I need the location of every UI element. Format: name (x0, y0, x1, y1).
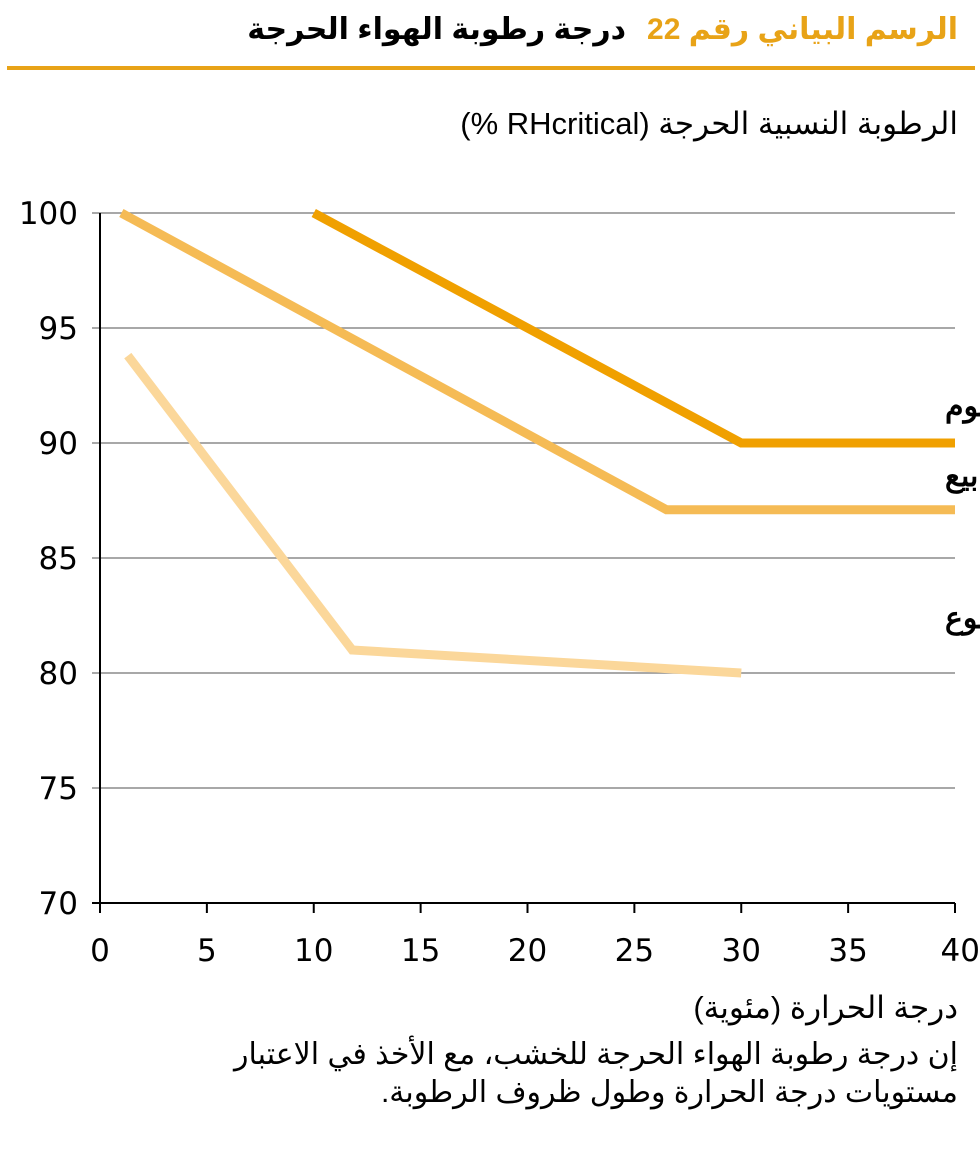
x-tick-label-15: 15 (401, 933, 440, 969)
series-line-1-day (311, 209, 955, 448)
x-tick-label-35: 35 (828, 933, 867, 969)
series-label-4-weeks: 4 أسابيع (945, 455, 980, 494)
caption-line-1: إن درجة رطوبة الهواء الحرجة للخشب، مع ال… (234, 1038, 958, 1071)
y-axis-title: الرطوبة النسبية الحرجة (RHcritical %) (460, 106, 958, 141)
figure-caption: إن درجة رطوبة الهواء الحرجة للخشب، مع ال… (234, 1036, 958, 1112)
y-tick-label-95: 95 (39, 311, 78, 347)
series-line-4-weeks (119, 209, 955, 515)
line-chart: 70 75 80 85 90 95 100 0 5 10 15 20 25 30 35 40 1 يوم 4 أس… (19, 196, 980, 969)
x-axis-title: درجة الحرارة (مئوية) (693, 990, 958, 1025)
y-tick-label-70: 70 (39, 886, 78, 922)
series-label-1-day: 1 يوم (945, 390, 980, 424)
series-line-12-weeks (124, 352, 742, 678)
x-tick-label-40: 40 (941, 933, 980, 969)
figure-title: درجة رطوبة الهواء الحرجة (247, 13, 626, 46)
caption-line-2: مستويات درجة الحرارة وطول ظروف الرطوبة. (380, 1076, 958, 1109)
y-tick-label-85: 85 (39, 541, 78, 577)
series-label-12-weeks: أكثر من 12 أسبوع (945, 597, 980, 636)
y-tick-label-75: 75 (39, 771, 78, 807)
x-tick-label-30: 30 (722, 933, 761, 969)
x-tick-label-25: 25 (615, 933, 654, 969)
y-tick-label-80: 80 (39, 656, 78, 692)
x-tick-label-0: 0 (90, 933, 110, 969)
y-tick-label-90: 90 (39, 426, 78, 462)
x-tick-label-10: 10 (294, 933, 333, 969)
figure-header: الرسم البياني رقم 22 درجة رطوبة الهواء ا… (0, 0, 980, 70)
figure-number-label: الرسم البياني رقم 22 (647, 13, 958, 46)
x-tick-label-5: 5 (197, 933, 217, 969)
x-tick-label-20: 20 (508, 933, 547, 969)
y-tick-label-100: 100 (19, 196, 78, 232)
header-divider (7, 66, 975, 70)
